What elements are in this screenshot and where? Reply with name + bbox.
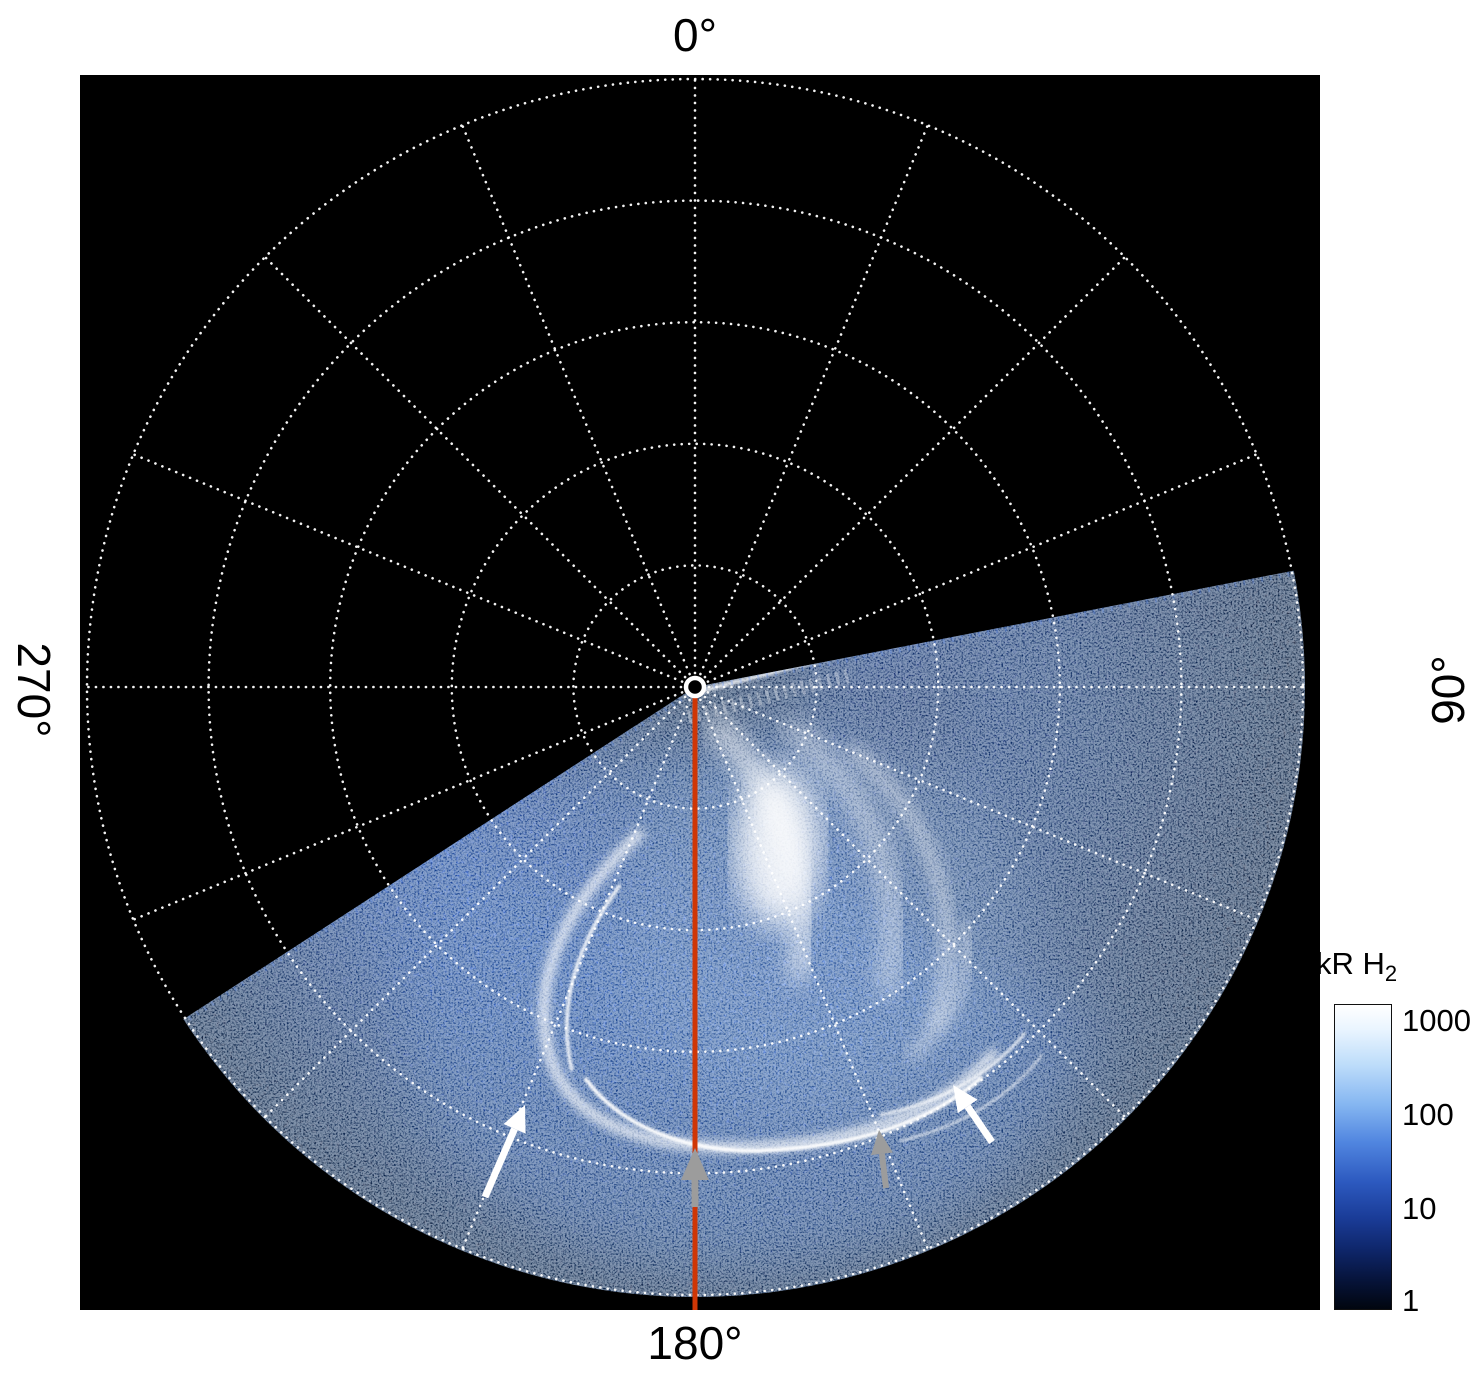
white-arrow-right [953, 1085, 995, 1144]
angle-label-90: 90° [1422, 655, 1474, 725]
colorbar-title-subscript: 2 [1384, 961, 1398, 987]
polar-plot [80, 75, 1320, 1310]
colorbar-tick-100: 100 [1402, 1097, 1454, 1132]
colorbar-tick-1000: 1000 [1402, 1003, 1471, 1038]
angle-label-180: 180° [647, 1317, 743, 1369]
colorbar-gradient [1334, 1004, 1392, 1310]
colorbar-tick-1: 1 [1402, 1283, 1420, 1318]
white-arrow-left [481, 1105, 526, 1199]
colorbar-title-text: kR H [1316, 946, 1385, 981]
aurora-bright-blob [736, 767, 820, 927]
colorbar-tick-10: 10 [1402, 1191, 1437, 1226]
gray-arrow-right [871, 1130, 893, 1189]
polar-plot-canvas [85, 77, 1306, 1310]
gray-arrow-center [681, 1148, 709, 1207]
pole-marker [683, 675, 707, 699]
annotation-arrows [481, 1085, 995, 1207]
angle-label-0: 0° [673, 9, 717, 61]
angle-label-270: 270° [8, 642, 60, 738]
colorbar-title: kR H2 [1316, 946, 1397, 987]
